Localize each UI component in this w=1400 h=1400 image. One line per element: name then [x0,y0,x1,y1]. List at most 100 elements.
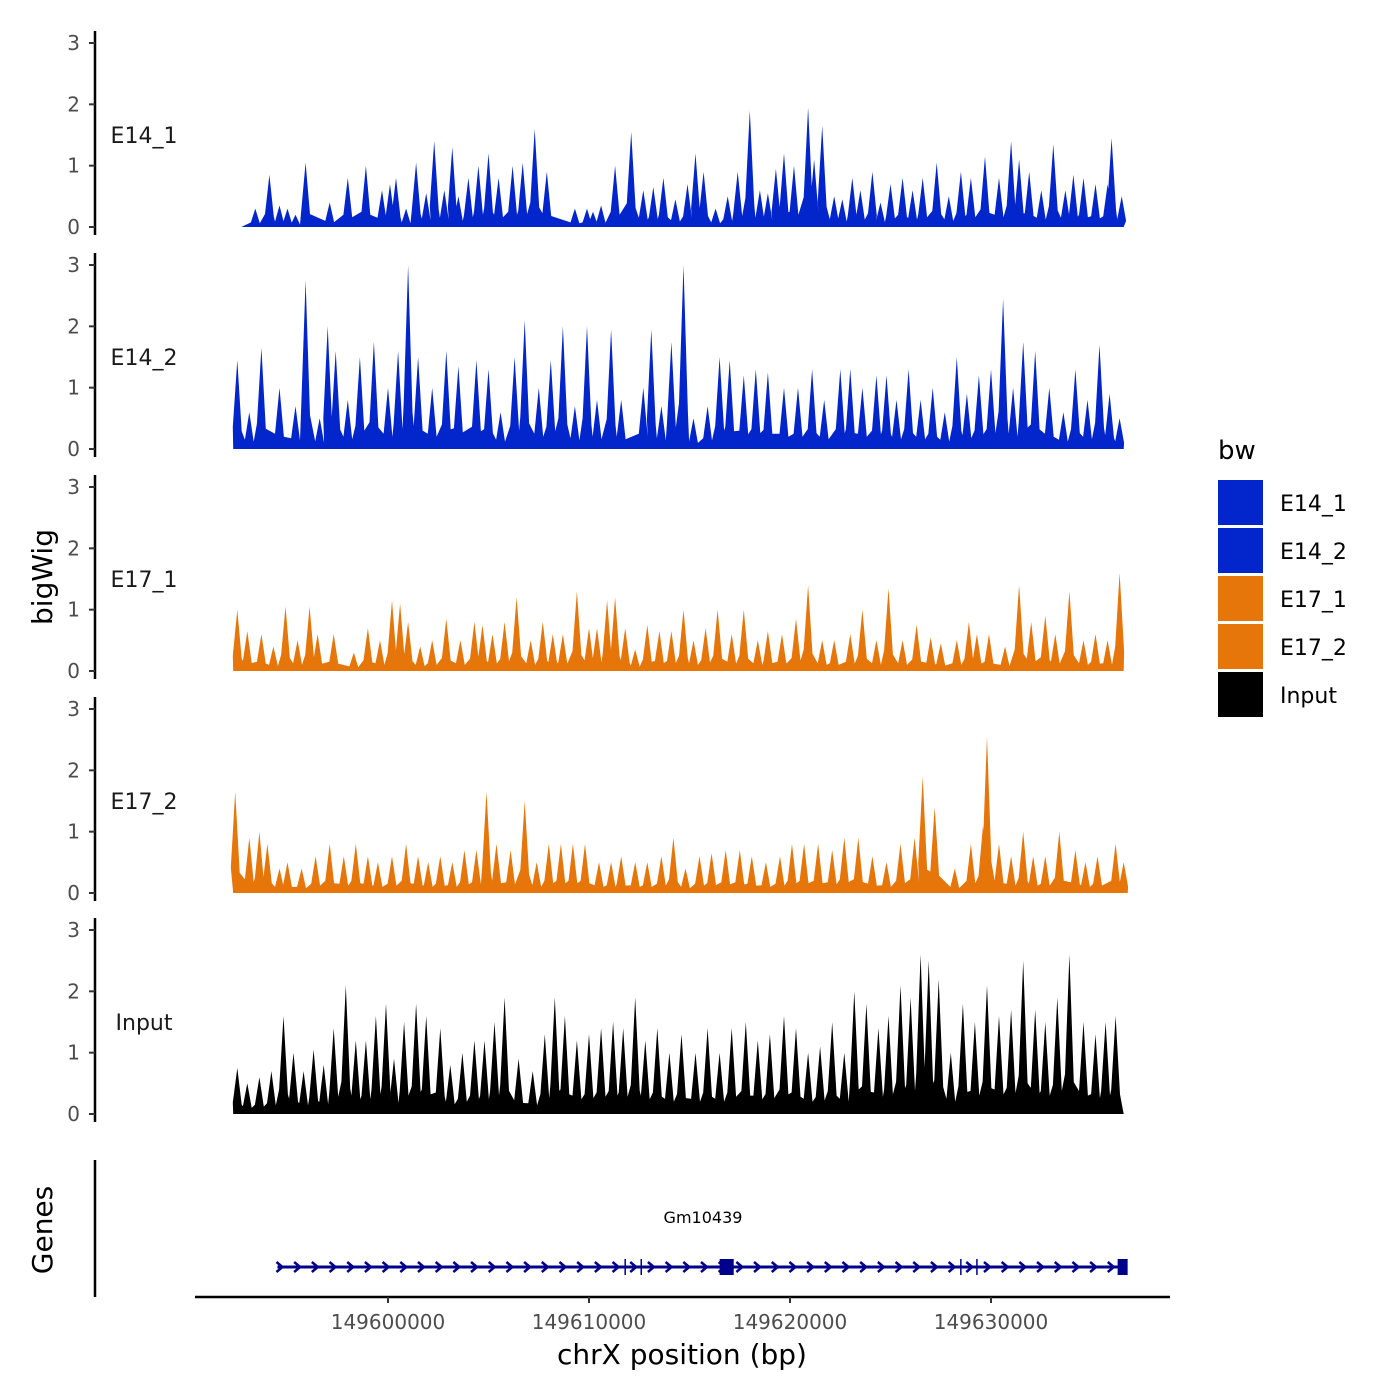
legend-title: bw [1218,436,1256,466]
signal-area-E17_2 [230,736,1129,893]
strand-arrow [505,1261,515,1273]
y-tick-label: 1 [67,1041,80,1065]
strand-arrow [664,1261,674,1273]
y-tick-label: 2 [67,314,80,338]
y-tick-label: 0 [67,881,80,905]
legend-label-E17_1: E17_1 [1280,588,1347,613]
signal-area-E17_1 [232,572,1125,671]
genes-axis-title: Genes [26,1186,59,1274]
legend-key-E14_1 [1218,480,1263,525]
strand-arrow [452,1261,462,1273]
gene-exon [1117,1259,1128,1275]
strand-arrow [806,1261,816,1273]
strand-arrow [823,1261,833,1273]
y-tick-label: 3 [67,253,80,277]
strand-arrow [576,1261,586,1273]
legend-key-E17_1 [1218,576,1263,621]
legend-key-E17_2 [1218,624,1263,669]
strand-arrow [558,1261,568,1273]
strand-arrow [735,1261,745,1273]
strand-arrow [877,1261,886,1273]
strand-arrow [1106,1261,1116,1273]
y-tick-label: 1 [67,154,80,178]
genes-track: Gm10439 [93,1160,1128,1297]
strand-arrow [682,1261,692,1273]
strand-arrow [328,1261,338,1273]
x-tick-label: 149600000 [331,1310,446,1334]
strand-arrow [770,1261,780,1273]
legend-label-E17_2: E17_2 [1280,636,1347,661]
strand-arrow [364,1261,373,1273]
signal-area-E14_1 [241,107,1127,227]
strand-arrow [293,1261,303,1273]
track-E14_2: 0 1 2 3 E14_2 [67,253,1125,461]
strand-arrow [894,1261,904,1273]
strand-arrow [983,1261,992,1273]
x-axis-title: chrX position (bp) [557,1338,807,1371]
strand-arrow [417,1261,426,1273]
strand-arrow [381,1261,391,1273]
y-tick-label: 3 [67,918,80,942]
strand-arrow [1089,1261,1099,1273]
y-tick-label: 0 [67,437,80,461]
y-tick-label: 3 [67,31,80,55]
legend-label-E14_1: E14_1 [1280,492,1347,517]
y-tick-label: 2 [67,979,80,1003]
strand-arrow [647,1261,656,1273]
strand-arrow [487,1261,497,1273]
strand-arrow [947,1261,957,1273]
strand-arrow [1000,1261,1010,1273]
strand-arrow [594,1261,603,1273]
strand-arrow [611,1261,621,1273]
legend-key-Input [1218,672,1263,717]
track-E17_2: 0 1 2 3 E17_2 [67,697,1129,905]
legend-label-E14_2: E14_2 [1280,540,1347,565]
strand-arrow [912,1261,922,1273]
strand-arrow [930,1261,939,1273]
track-Input: 0 1 2 3 Input [67,918,1124,1126]
strand-arrow [965,1261,975,1273]
strand-arrow [523,1261,533,1273]
signal-area-E14_2 [232,265,1125,449]
legend: bw E14_1 E14_2 E17_1 E17_2 Input [1218,436,1347,717]
strand-arrow [629,1261,639,1273]
y-tick-label: 0 [67,215,80,239]
y-axis-title: bigWig [26,529,59,625]
strand-arrow [346,1261,356,1273]
strand-arrow [434,1261,444,1273]
strand-arrow [275,1261,285,1273]
strand-arrow [859,1261,869,1273]
y-tick-label: 3 [67,475,80,499]
y-tick-label: 1 [67,376,80,400]
strand-arrow [1053,1261,1063,1273]
track-label-Input: Input [116,1011,173,1036]
strand-arrow [700,1261,709,1273]
x-tick-label: 149620000 [733,1310,848,1334]
x-tick-label: 149630000 [934,1310,1049,1334]
x-tick-label: 149610000 [532,1310,647,1334]
y-tick-label: 2 [67,758,80,782]
gene-exon [719,1259,734,1275]
track-E14_1: 0 1 2 3 E14_1 [67,31,1127,239]
strand-arrow [1036,1261,1045,1273]
legend-key-E14_2 [1218,528,1263,573]
strand-arrow [311,1261,320,1273]
y-tick-label: 0 [67,659,80,683]
track-label-E17_2: E17_2 [111,790,178,815]
strand-arrow [1018,1261,1028,1273]
strand-arrow [1071,1261,1081,1273]
track-label-E14_2: E14_2 [111,346,178,371]
strand-arrow [753,1261,762,1273]
y-tick-label: 1 [67,820,80,844]
track-E17_1: 0 1 2 3 E17_1 [67,475,1125,683]
track-label-E17_1: E17_1 [111,568,178,593]
y-tick-label: 0 [67,1102,80,1126]
x-axis: 149600000 149610000 149620000 149630000 [195,1295,1170,1334]
y-tick-label: 3 [67,697,80,721]
strand-arrow [540,1261,550,1273]
y-tick-label: 1 [67,598,80,622]
y-tick-label: 2 [67,536,80,560]
strand-arrow [399,1261,409,1273]
track-label-E14_1: E14_1 [111,124,178,149]
